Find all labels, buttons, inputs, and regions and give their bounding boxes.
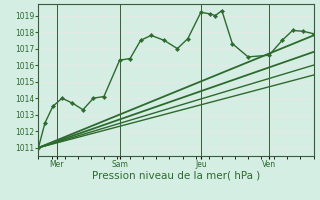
X-axis label: Pression niveau de la mer( hPa ): Pression niveau de la mer( hPa ): [92, 171, 260, 181]
